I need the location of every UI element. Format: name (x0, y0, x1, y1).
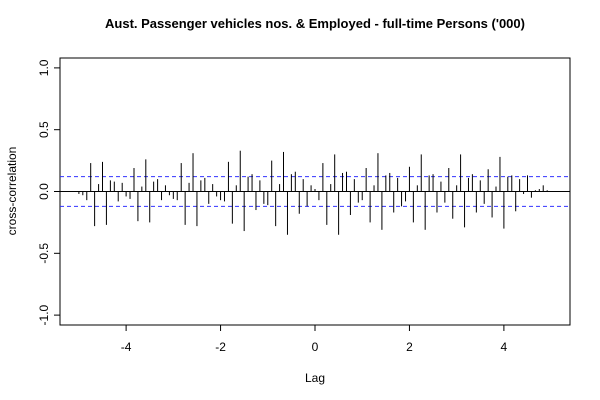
x-tick-label: 0 (312, 340, 319, 354)
x-tick-label: -4 (121, 340, 132, 354)
y-tick-label: 1.0 (37, 59, 51, 76)
y-tick-label: 0.0 (37, 183, 51, 200)
x-axis-label: Lag (305, 371, 325, 385)
x-tick-label: 2 (406, 340, 413, 354)
chart-title: Aust. Passenger vehicles nos. & Employed… (105, 16, 525, 31)
y-tick-label: -0.5 (37, 243, 51, 264)
y-tick-label: -1.0 (37, 304, 51, 325)
x-tick-label: 4 (501, 340, 508, 354)
y-tick-label: 0.5 (37, 121, 51, 138)
x-tick-label: -2 (215, 340, 226, 354)
y-axis-label: cross-correlation (5, 147, 19, 236)
